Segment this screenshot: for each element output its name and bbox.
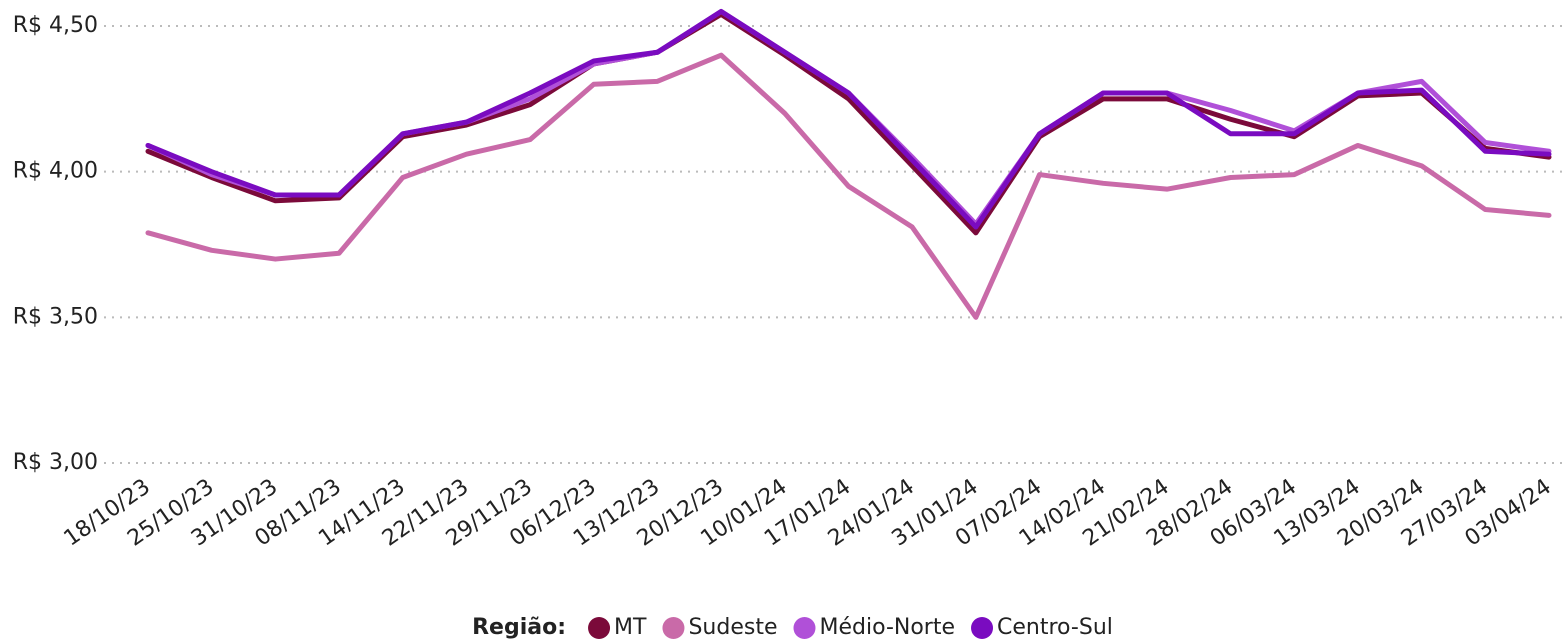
y-tick-label: R$ 4,50 <box>13 13 98 38</box>
legend-swatch <box>793 617 816 639</box>
legend-label: MT <box>614 615 647 640</box>
y-tick-label: R$ 3,50 <box>13 304 98 329</box>
y-tick-label: R$ 4,00 <box>13 159 98 184</box>
legend-swatch <box>662 617 685 639</box>
series-line <box>145 52 1552 320</box>
legend-label: Centro-Sul <box>997 615 1113 640</box>
series-line <box>145 8 1552 227</box>
legend-swatch <box>588 617 611 639</box>
legend-title: Região: <box>472 615 566 640</box>
legend: Região: MT Sudeste Médio-Norte Centro-Sul <box>472 615 1113 640</box>
series-line <box>145 11 1552 236</box>
legend-swatch <box>971 617 994 639</box>
series-line <box>145 8 1552 230</box>
y-tick-label: R$ 3,00 <box>13 450 98 475</box>
legend-label: Médio-Norte <box>819 615 955 640</box>
legend-label: Sudeste <box>688 615 777 640</box>
